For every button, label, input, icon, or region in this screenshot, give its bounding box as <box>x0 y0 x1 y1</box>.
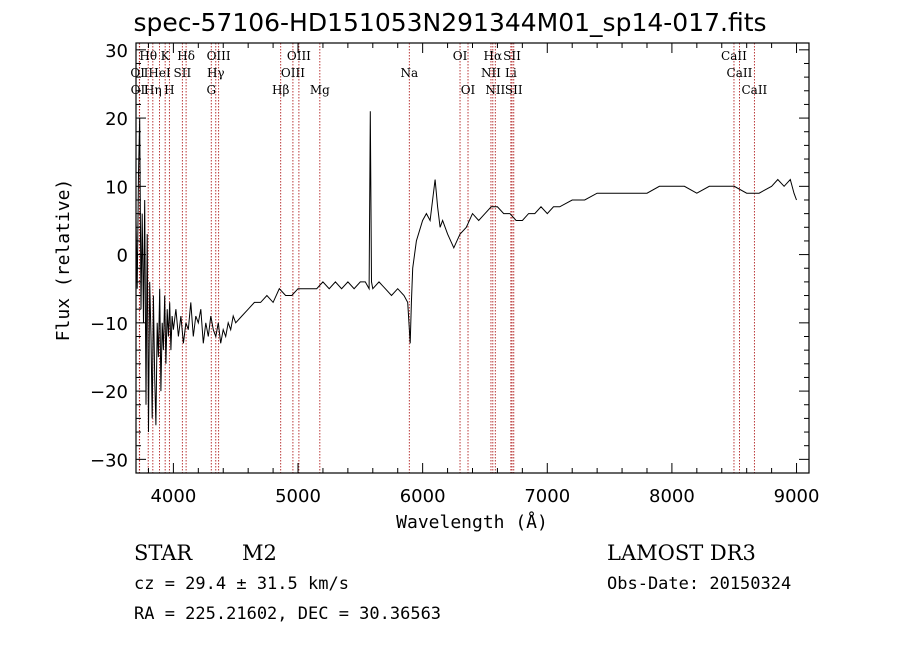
y-axis-label: Flux (relative) <box>53 179 74 342</box>
x-tick-label: 7000 <box>524 486 570 507</box>
y-tick-label: 10 <box>105 177 128 198</box>
x-tick-label: 9000 <box>774 486 820 507</box>
spectral-line-label: SII <box>503 49 521 63</box>
spectral-line-label: Hβ <box>272 83 289 97</box>
spectral-line-label: OIII <box>281 66 305 80</box>
y-tick-label: −20 <box>90 382 128 403</box>
spectrum-line <box>135 111 797 433</box>
object-class: STAR <box>134 541 193 565</box>
redshift-readout: cz = 29.4 ± 31.5 km/s <box>134 574 349 594</box>
spectral-line-label: Hα <box>484 49 503 63</box>
x-axis-label: Wavelength (Å) <box>396 511 548 533</box>
survey-name: LAMOST DR3 <box>607 541 756 565</box>
spectral-line-label: SII <box>505 83 523 97</box>
y-tick-label: 30 <box>105 41 128 62</box>
spectral-line-label: CaII <box>741 83 767 97</box>
spectral-line-label: Hθ <box>139 49 157 63</box>
spectral-line-label: OIII <box>207 49 231 63</box>
spectral-line-label: SII <box>174 66 192 80</box>
x-tick-label: 5000 <box>275 486 321 507</box>
x-tick-label: 4000 <box>150 486 196 507</box>
spectral-line-label: G <box>206 83 216 97</box>
x-tick-label: 6000 <box>400 486 446 507</box>
coordinates-readout: RA = 225.21602, DEC = 30.36563 <box>134 604 442 624</box>
object-subclass: M2 <box>242 541 277 565</box>
spectral-line-label: NII <box>481 66 501 80</box>
spectral-line-label: H <box>164 83 174 97</box>
spectral-line-label: OI <box>461 83 476 97</box>
spectral-line-label: OⅡ <box>131 83 149 97</box>
spectral-line-label: CaII <box>727 66 753 80</box>
spectral-line-label: OI <box>453 49 468 63</box>
spectral-line-label: HeI <box>148 66 171 80</box>
observation-date: Obs-Date: 20150324 <box>607 574 792 594</box>
spectral-line-label: OIII <box>287 49 311 63</box>
spectral-line-label: Hγ <box>207 66 225 80</box>
spectral-line-label: Hη <box>144 83 162 97</box>
spectral-line-label: Mg <box>310 83 330 97</box>
x-axis-ticks: 4000 5000 6000 7000 8000 9000 <box>147 43 820 507</box>
spectral-line-label: OⅡ <box>130 66 148 80</box>
spectral-line-label: Li <box>505 66 517 80</box>
y-tick-label: 20 <box>105 109 128 130</box>
y-tick-label: −10 <box>90 314 128 335</box>
y-tick-label: 0 <box>117 246 128 267</box>
spectral-line-label: K <box>161 49 171 63</box>
y-tick-label: −30 <box>90 450 128 471</box>
spectral-line-label: NII <box>485 83 505 97</box>
spectral-line-markers <box>138 43 755 473</box>
plot-frame <box>135 42 810 474</box>
spectral-line-label: CaII <box>721 49 747 63</box>
y-axis-ticks: −30 −20 −10 0 10 20 30 <box>90 41 809 471</box>
chart-title: spec-57106-HD151053N291344M01_sp14-017.f… <box>133 8 767 37</box>
x-tick-label: 8000 <box>649 486 695 507</box>
spectral-line-label: Na <box>400 66 418 80</box>
spectral-line-label: Hδ <box>177 49 195 63</box>
